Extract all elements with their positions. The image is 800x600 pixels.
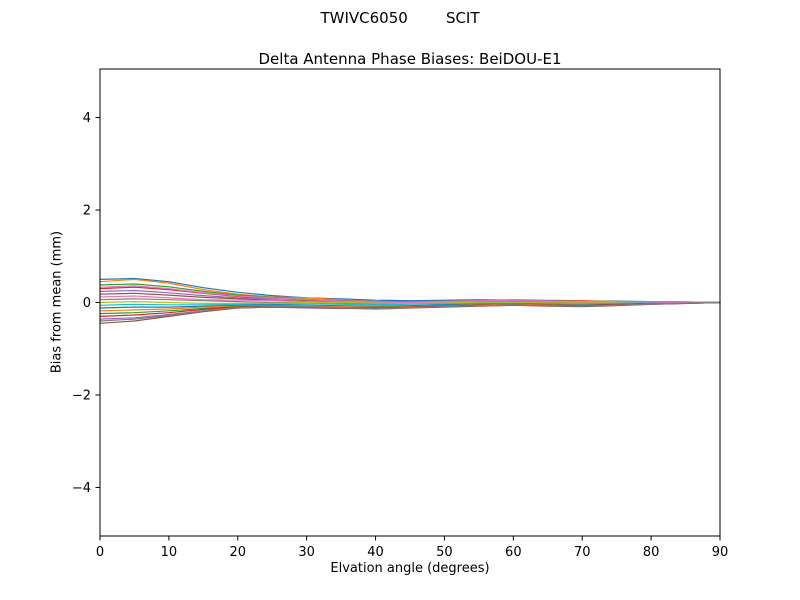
axes-title: Delta Antenna Phase Biases: BeiDOU-E1 — [258, 50, 562, 68]
y-tick-label: −2 — [72, 388, 91, 403]
series-line-sv18 — [99, 301, 721, 322]
x-axis-label: Elvation angle (degrees) — [330, 561, 490, 576]
y-tick-label: 2 — [83, 204, 91, 219]
x-tick-label: 80 — [643, 545, 660, 560]
y-tick-label: 4 — [83, 111, 91, 126]
y-tick-label: −4 — [72, 481, 91, 496]
x-tick-label: 0 — [96, 545, 104, 560]
series-line-sv10 — [99, 301, 721, 306]
x-tick-label: 70 — [574, 545, 591, 560]
figure-suptitle: TWIVC6050 SCIT — [320, 9, 480, 27]
x-tick-label: 30 — [298, 545, 315, 560]
series-line-sv17 — [99, 285, 721, 304]
x-tick-label: 20 — [230, 545, 247, 560]
x-tick-label: 90 — [712, 545, 729, 560]
x-tick-label: 10 — [161, 545, 178, 560]
x-tick-label: 50 — [436, 545, 453, 560]
x-tick-label: 40 — [367, 545, 384, 560]
series-line-sv09 — [99, 301, 721, 304]
x-tick-label: 60 — [505, 545, 522, 560]
y-tick-label: 0 — [83, 296, 91, 311]
